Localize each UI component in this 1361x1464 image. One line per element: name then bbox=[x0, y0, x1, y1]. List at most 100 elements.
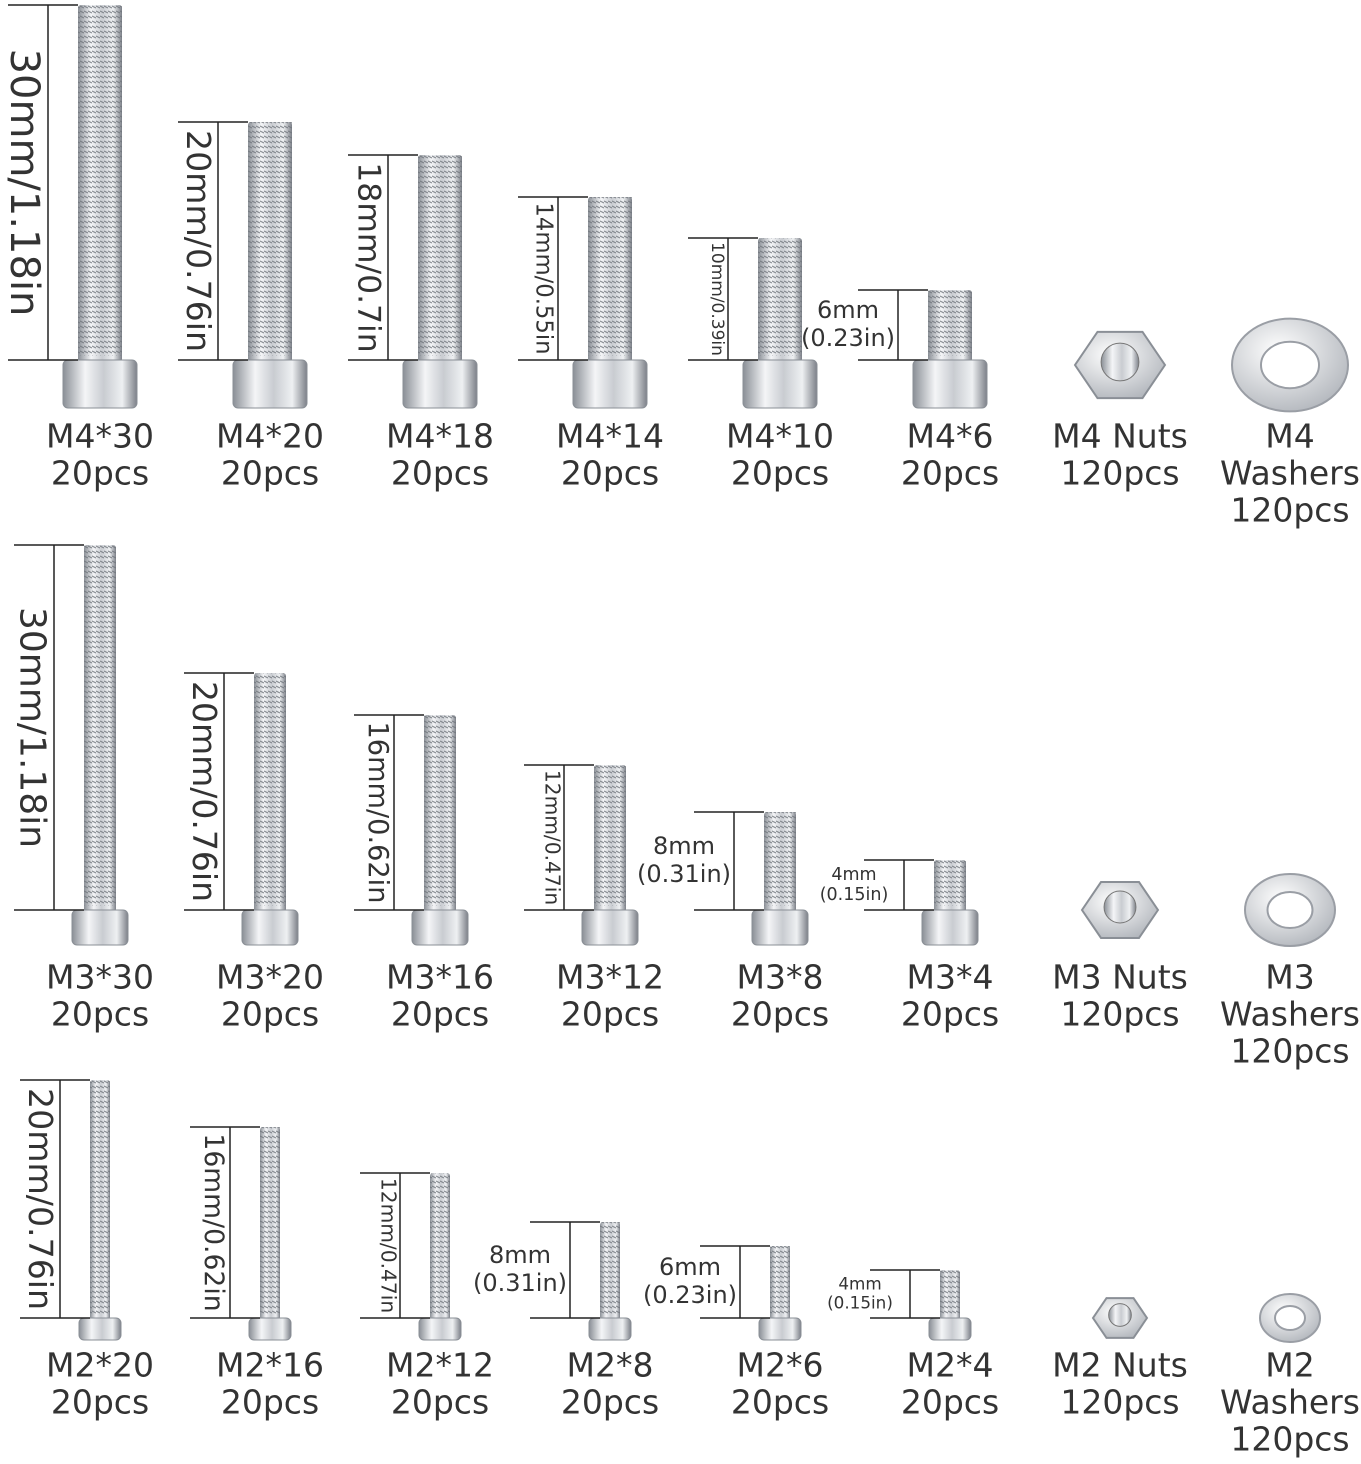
dimension-label: 20mm/0.76in bbox=[185, 681, 224, 902]
item-label: M4*14 bbox=[556, 417, 664, 456]
item-label: M4*10 bbox=[726, 417, 834, 456]
item-label: 20pcs bbox=[561, 995, 659, 1034]
screw-head bbox=[742, 359, 818, 409]
item-label: 20pcs bbox=[221, 1383, 319, 1422]
screw-head bbox=[62, 359, 138, 409]
item-label: Washers bbox=[1220, 995, 1360, 1034]
item-label: 20pcs bbox=[51, 1383, 149, 1422]
item-label: 20pcs bbox=[391, 454, 489, 493]
screw-thread bbox=[940, 1270, 960, 1314]
nut-hole bbox=[1103, 890, 1137, 924]
screw-head bbox=[241, 909, 299, 946]
dimension-label: 10mm/0.39in bbox=[707, 242, 727, 356]
screw-head bbox=[71, 909, 129, 946]
item-label: M2*8 bbox=[567, 1346, 654, 1385]
dimension-label: 16mm/0.62in bbox=[198, 1133, 229, 1311]
item-label: M3*30 bbox=[46, 958, 154, 997]
item-label: 20pcs bbox=[391, 995, 489, 1034]
dimension-label: 18mm/0.7in bbox=[351, 162, 387, 352]
screw-thread bbox=[928, 290, 972, 356]
screw-head bbox=[751, 909, 809, 946]
screw-head bbox=[402, 359, 478, 409]
item-label: M4 Nuts bbox=[1052, 417, 1188, 456]
dimension-label: (0.15in) bbox=[827, 1293, 893, 1313]
dimension-label: (0.23in) bbox=[643, 1281, 737, 1309]
screw-thread bbox=[78, 5, 122, 356]
screw-thread bbox=[254, 673, 286, 906]
screw-thread bbox=[248, 122, 292, 356]
dimension-label: 12mm/0.47in bbox=[376, 1178, 400, 1313]
item-label: 20pcs bbox=[731, 995, 829, 1034]
item-label: M3*8 bbox=[737, 958, 824, 997]
screw-thread bbox=[758, 238, 802, 356]
screw-thread bbox=[90, 1080, 110, 1314]
dimension-label: 16mm/0.62in bbox=[362, 722, 393, 904]
screw-head bbox=[588, 1317, 632, 1341]
item-label: M2*16 bbox=[216, 1346, 324, 1385]
item-label: M2*20 bbox=[46, 1346, 154, 1385]
dimension-label: 14mm/0.55in bbox=[531, 202, 557, 354]
item-label: 20pcs bbox=[561, 1383, 659, 1422]
item-label: M3*20 bbox=[216, 958, 324, 997]
screw-thread bbox=[588, 197, 632, 356]
item-label: M4*6 bbox=[907, 417, 994, 456]
nut-hole bbox=[1100, 342, 1140, 382]
washer-hole bbox=[1260, 340, 1320, 390]
screw-thread bbox=[424, 715, 456, 906]
item-label: M2 Nuts bbox=[1052, 1346, 1188, 1385]
screw-thread bbox=[934, 860, 966, 906]
item-label: 20pcs bbox=[391, 1383, 489, 1422]
screw-head bbox=[78, 1317, 122, 1341]
screw-thread bbox=[418, 155, 462, 356]
dimension-label: (0.31in) bbox=[637, 860, 731, 888]
washer-hole bbox=[1266, 891, 1314, 929]
dimension-label: 6mm bbox=[659, 1253, 721, 1281]
dimension-label: 8mm bbox=[489, 1241, 551, 1269]
screw-head bbox=[928, 1317, 972, 1341]
item-label: 120pcs bbox=[1060, 995, 1179, 1034]
screw-head bbox=[572, 359, 648, 409]
dimension-label: 6mm bbox=[817, 296, 879, 324]
screw-head bbox=[418, 1317, 462, 1341]
dimension-label: 20mm/0.76in bbox=[21, 1088, 60, 1310]
dimension-label: 20mm/0.76in bbox=[179, 130, 218, 352]
item-label: 20pcs bbox=[901, 454, 999, 493]
screw-head bbox=[758, 1317, 802, 1341]
screw-thread bbox=[260, 1127, 280, 1314]
dimension-label: (0.15in) bbox=[820, 885, 889, 905]
item-label: 20pcs bbox=[221, 995, 319, 1034]
item-label: 20pcs bbox=[51, 454, 149, 493]
dimension-label: (0.31in) bbox=[473, 1269, 567, 1297]
screw-head bbox=[581, 909, 639, 946]
item-label: 120pcs bbox=[1230, 1420, 1349, 1459]
dimension-label: 30mm/1.18in bbox=[1, 49, 47, 317]
nut-hole bbox=[1108, 1303, 1132, 1327]
screw-thread bbox=[430, 1173, 450, 1314]
item-label: 120pcs bbox=[1060, 454, 1179, 493]
item-label: M2*12 bbox=[386, 1346, 494, 1385]
item-label: M3*16 bbox=[386, 958, 494, 997]
dimension-label: 8mm bbox=[653, 832, 715, 860]
screw-thread bbox=[770, 1246, 790, 1314]
item-label: M2 bbox=[1265, 1346, 1314, 1385]
dimension-label: 30mm/1.18in bbox=[12, 607, 53, 848]
item-label: M4 bbox=[1265, 417, 1314, 456]
item-label: 20pcs bbox=[901, 995, 999, 1034]
item-label: M2*4 bbox=[907, 1346, 994, 1385]
screw-head bbox=[411, 909, 469, 946]
item-label: 120pcs bbox=[1230, 1032, 1349, 1071]
screw-thread bbox=[764, 812, 796, 906]
item-label: Washers bbox=[1220, 454, 1360, 493]
washer-hole bbox=[1274, 1305, 1306, 1331]
dimension-label: 12mm/0.47in bbox=[540, 770, 564, 905]
item-label: 20pcs bbox=[561, 454, 659, 493]
screw-head bbox=[912, 359, 988, 409]
screw-head bbox=[248, 1317, 292, 1341]
item-label: M4*20 bbox=[216, 417, 324, 456]
item-label: 20pcs bbox=[731, 454, 829, 493]
screw-head bbox=[232, 359, 308, 409]
item-label: 120pcs bbox=[1060, 1383, 1179, 1422]
screw-thread bbox=[594, 765, 626, 906]
item-label: 120pcs bbox=[1230, 491, 1349, 530]
